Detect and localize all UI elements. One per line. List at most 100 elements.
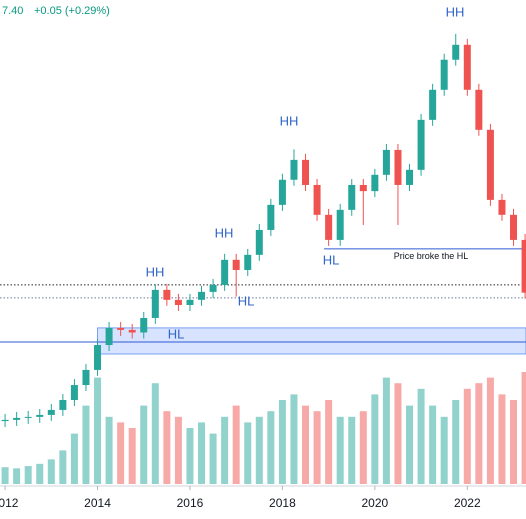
candle-body [521, 239, 526, 293]
candle-body [36, 414, 44, 417]
candle-body [417, 119, 425, 170]
candle-body [13, 417, 21, 420]
candle-body [429, 89, 437, 120]
candle-body [290, 159, 298, 180]
volume-bar [117, 422, 125, 484]
volume-bar [24, 466, 32, 484]
volume-bar [128, 428, 136, 484]
volume-bar [163, 411, 171, 484]
candle-body [94, 345, 102, 370]
candle-body [59, 399, 67, 410]
x-tick-label: 2022 [454, 496, 481, 510]
volume-bar [302, 405, 310, 484]
candle-body [163, 289, 171, 300]
volume-bar [382, 377, 390, 484]
volume-bar [151, 383, 159, 484]
volume-bar [140, 405, 148, 484]
candle-body [475, 89, 483, 130]
candle-body [105, 327, 113, 346]
volume-bar [105, 416, 113, 484]
volume-bar [336, 416, 344, 484]
candle-body [510, 214, 518, 240]
volume-bar [47, 459, 55, 484]
volume-bar [406, 405, 414, 484]
annotation: HH [146, 264, 165, 279]
candle-body [70, 385, 78, 400]
annotation: HH [280, 113, 299, 128]
candle-body [244, 254, 252, 270]
candle-body [1, 419, 9, 422]
volume-bar [70, 433, 78, 484]
volume-bar [498, 394, 506, 484]
volume-bar [325, 400, 333, 484]
volume-bar [486, 377, 494, 484]
candle-body [221, 259, 229, 285]
x-tick-label: 2018 [269, 496, 296, 510]
candle-body [359, 184, 367, 192]
candle-body [452, 44, 460, 60]
volume-bar [510, 400, 518, 484]
candle-body [394, 149, 402, 185]
volume-bar [82, 405, 90, 484]
candle-body [406, 169, 414, 185]
volume-bar [521, 372, 526, 484]
candle-body [336, 209, 344, 240]
candle-body [47, 409, 55, 415]
candle-body [128, 329, 136, 333]
volume-bar [232, 405, 240, 484]
candle-body [440, 59, 448, 90]
volume-bar [429, 405, 437, 484]
candle-body [267, 204, 275, 230]
volume-bar [290, 394, 298, 484]
volume-bar [59, 450, 67, 484]
volume-bar [186, 428, 194, 484]
volume-bar [174, 416, 182, 484]
x-tick-label: 2012 [0, 496, 19, 510]
volume-bar [348, 416, 356, 484]
volume-bar [36, 463, 44, 484]
last-price: 7.40 [2, 5, 23, 17]
candle-body [313, 184, 321, 215]
volume-bar [13, 468, 21, 484]
candle-body [325, 214, 333, 240]
volume-bar [452, 400, 460, 484]
volume-bar [440, 416, 448, 484]
candle-body [82, 369, 90, 386]
annotation: HL [168, 326, 185, 341]
volume-bar [255, 416, 263, 484]
volume-bar [394, 383, 402, 484]
volume-bar [198, 422, 206, 484]
volume-bar [417, 388, 425, 484]
zone [97, 327, 526, 355]
candle-body [209, 284, 217, 292]
price-change: +0.05 (+0.29%) [34, 5, 110, 17]
candle-body [232, 259, 240, 270]
volume-bar [267, 411, 275, 484]
candle-body [486, 129, 494, 200]
candle-body [498, 199, 506, 215]
candle-body [255, 229, 263, 255]
candle-body [198, 291, 206, 300]
candle-body [371, 174, 379, 192]
candle-body [382, 149, 390, 175]
annotation: HL [323, 252, 340, 267]
volume-bar [463, 388, 471, 484]
x-tick-label: 2014 [84, 496, 111, 510]
candle-body [348, 184, 356, 210]
volume-bar [94, 377, 102, 484]
candle-body [463, 44, 471, 90]
candle-body [278, 179, 286, 205]
volume-bar [371, 394, 379, 484]
break-label: Price broke the HL [394, 251, 469, 261]
volume-bar [244, 422, 252, 484]
annotation: HL [238, 293, 255, 308]
candle-body [302, 159, 310, 185]
volume-bar [475, 383, 483, 484]
candle-body [174, 299, 182, 306]
candle-body [186, 299, 194, 306]
candle-body [151, 289, 159, 318]
volume-bar [209, 433, 217, 484]
volume-bar [313, 411, 321, 484]
volume-bar [1, 467, 9, 484]
